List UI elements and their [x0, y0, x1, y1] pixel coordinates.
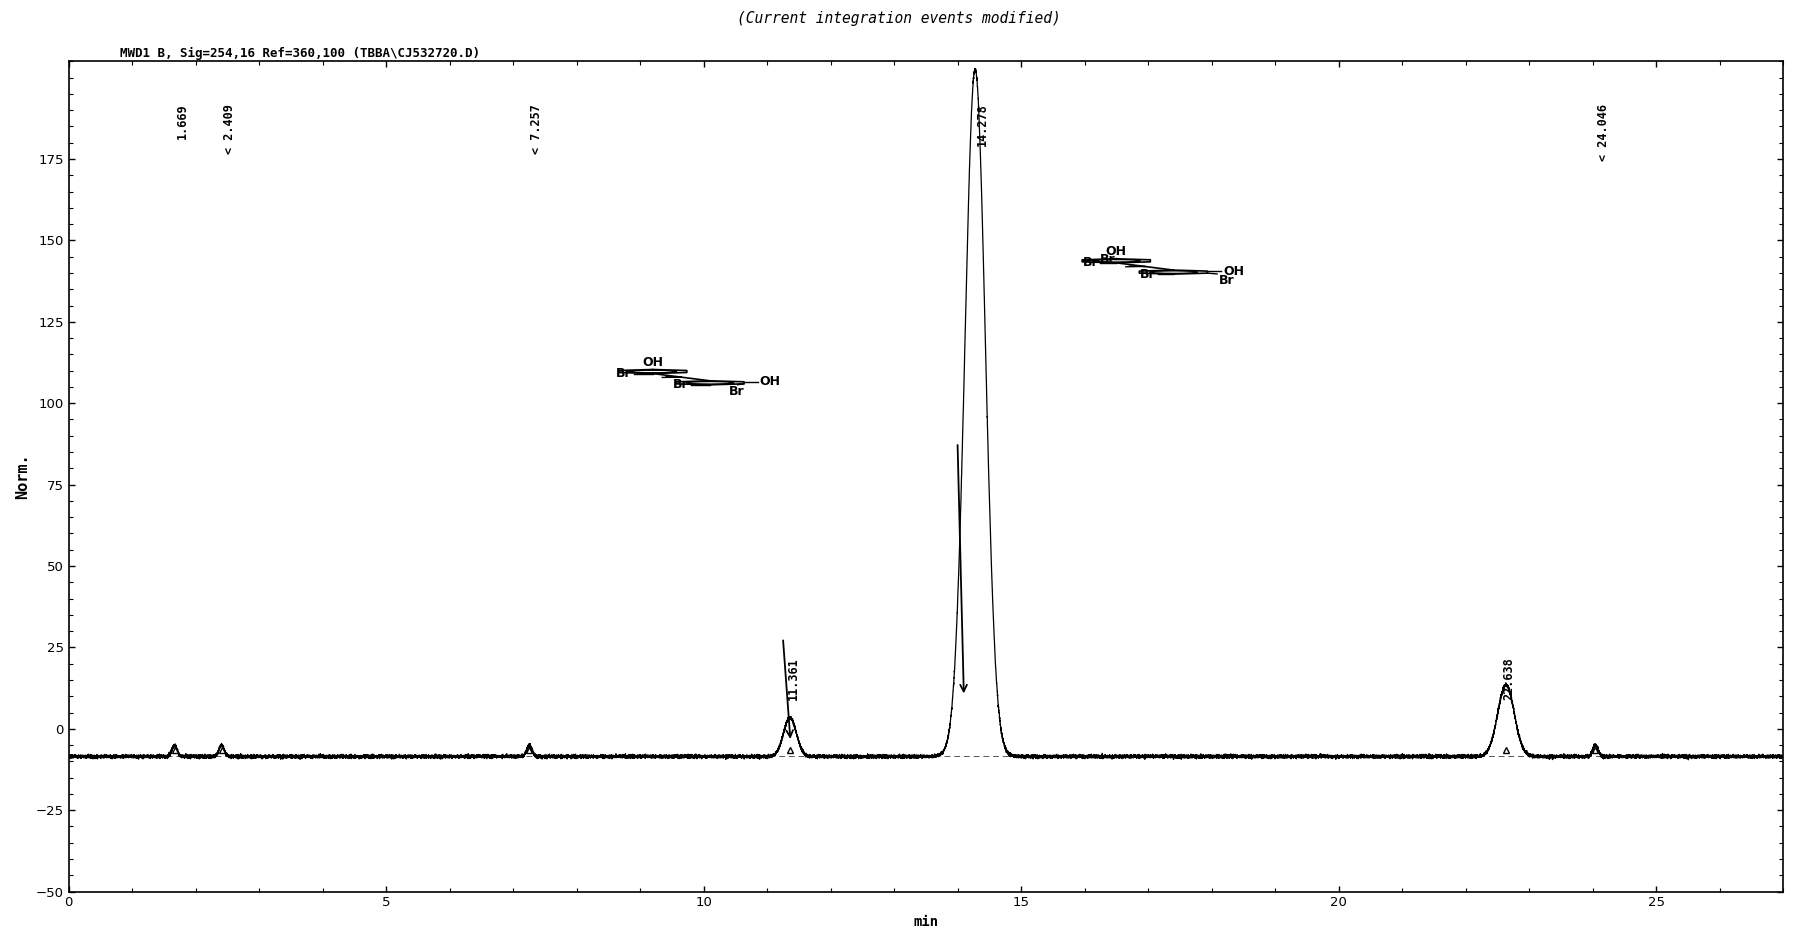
Text: 14.278: 14.278 — [976, 104, 989, 146]
Text: < 2.409: < 2.409 — [223, 104, 236, 154]
Text: MWD1 B, Sig=254,16 Ref=360,100 (TBBA\CJ532720.D): MWD1 B, Sig=254,16 Ref=360,100 (TBBA\CJ5… — [120, 47, 480, 60]
Text: 22.638: 22.638 — [1503, 657, 1516, 700]
Text: 11.361: 11.361 — [788, 657, 800, 700]
Text: Br: Br — [617, 367, 631, 380]
Text: OH: OH — [1223, 264, 1244, 278]
Text: < 24.046: < 24.046 — [1597, 104, 1609, 160]
Text: OH: OH — [1106, 244, 1127, 258]
Text: Br: Br — [1082, 257, 1099, 269]
X-axis label: min: min — [913, 915, 939, 929]
Text: OH: OH — [642, 356, 663, 368]
Text: OH: OH — [761, 376, 780, 388]
Text: Br: Br — [672, 379, 689, 392]
Text: < 7.257: < 7.257 — [530, 104, 543, 154]
Text: Br: Br — [728, 385, 744, 397]
Text: Br: Br — [1219, 274, 1235, 287]
Text: Br: Br — [1140, 268, 1156, 280]
Text: Br: Br — [1100, 253, 1115, 266]
Y-axis label: Norm.: Norm. — [14, 454, 31, 499]
Text: 1.669: 1.669 — [176, 104, 189, 140]
Text: (Current integration events modified): (Current integration events modified) — [737, 11, 1061, 26]
